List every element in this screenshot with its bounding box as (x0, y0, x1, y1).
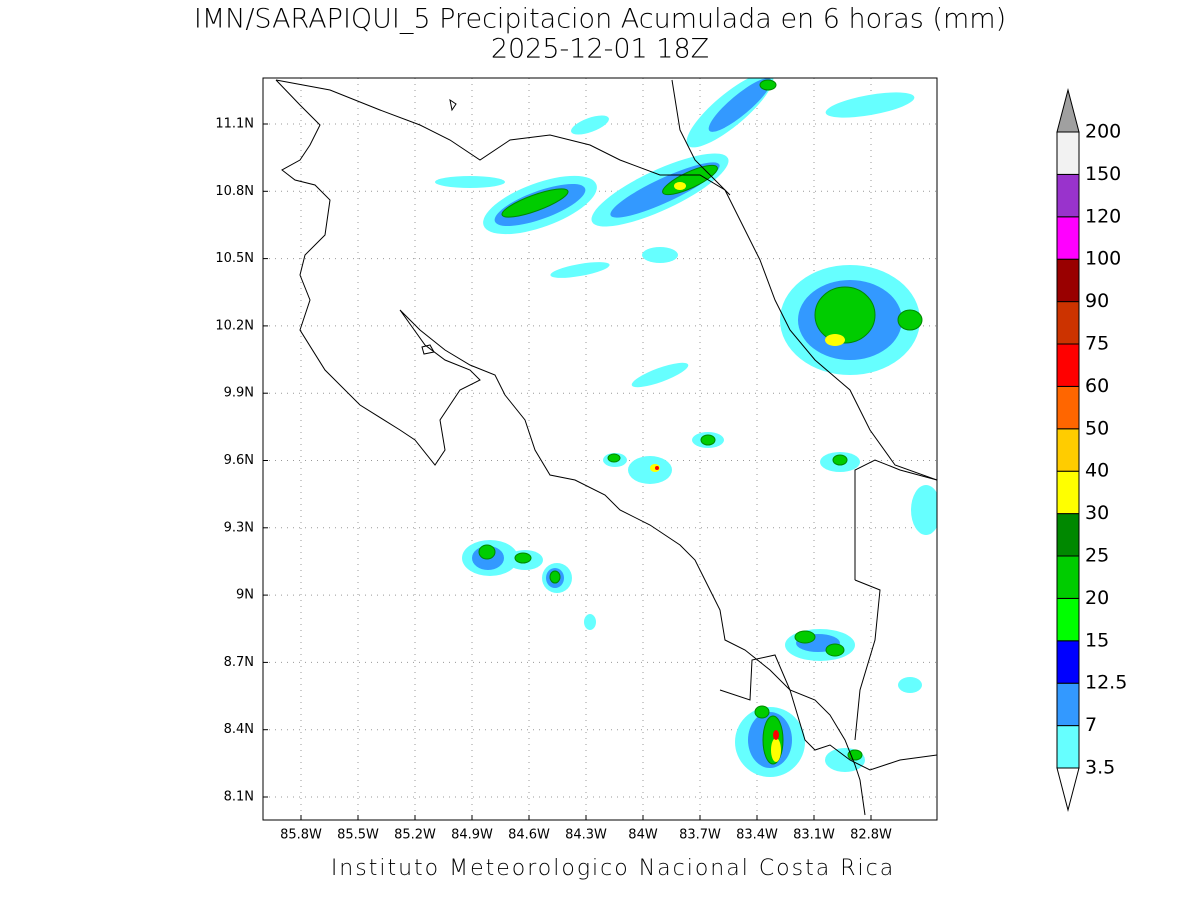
colorbar-label: 120 (1085, 205, 1121, 227)
lat-label: 9N (236, 588, 254, 603)
colorbar-label: 20 (1085, 587, 1109, 609)
lon-label: 83.1W (793, 828, 835, 843)
lon-label: 83.4W (736, 828, 778, 843)
colorbar-below (1056, 767, 1080, 812)
lon-label: 82.8W (850, 828, 892, 843)
coastlines (275, 79, 937, 816)
colorbar-label: 12.5 (1085, 672, 1127, 694)
colorbar-segment (1056, 173, 1080, 218)
lat-label: 8.7N (224, 655, 254, 670)
colorbar-label: 25 (1085, 545, 1109, 567)
colorbar-label: 100 (1085, 248, 1121, 270)
colorbar-label: 200 (1085, 121, 1121, 143)
colorbar-segment (1056, 682, 1080, 727)
colorbar-label: 60 (1085, 375, 1109, 397)
colorbar-segment (1056, 555, 1080, 599)
colorbar-segment (1056, 343, 1080, 387)
graticule (263, 78, 937, 820)
colorbar-segment (1056, 597, 1080, 642)
colorbar-label: 40 (1085, 460, 1109, 482)
colorbar-label: 30 (1085, 502, 1109, 524)
colorbar-label: 150 (1085, 163, 1121, 185)
colorbar-segment (1056, 131, 1080, 175)
colorbar-segment (1056, 216, 1080, 260)
colorbar-label: 75 (1085, 333, 1109, 355)
lat-label: 10.5N (215, 251, 254, 266)
lon-label: 85.5W (337, 828, 379, 843)
colorbar-segment (1056, 258, 1080, 303)
colorbar-label: 7 (1085, 714, 1097, 736)
colorbar-segment (1056, 301, 1080, 345)
colorbar-above (1056, 88, 1080, 133)
lat-label: 8.1N (224, 790, 254, 805)
colorbar-segment (1056, 428, 1080, 472)
colorbar-segment (1056, 640, 1080, 684)
footer: Instituto Meteorologico Nacional Costa R… (331, 856, 895, 881)
colorbar-label: 90 (1085, 290, 1109, 312)
lon-label: 84W (628, 828, 658, 843)
lon-label: 84.3W (565, 828, 607, 843)
lat-label: 9.3N (224, 520, 254, 535)
colorbar-segment (1056, 385, 1080, 430)
colorbar-label: 50 (1085, 417, 1109, 439)
colorbar-segment (1056, 513, 1080, 557)
precipitation-field (435, 78, 937, 777)
map-title: IMN/SARAPIQUI_5 Precipitacion Acumulada … (194, 4, 1006, 35)
lon-label: 83.7W (679, 828, 721, 843)
lat-label: 11.1N (215, 117, 254, 132)
colorbar-segment (1056, 725, 1080, 769)
lon-label: 84.9W (451, 828, 493, 843)
colorbar-segment (1056, 470, 1080, 515)
map-subtitle: 2025-12-01 18Z (491, 34, 709, 65)
lon-label: 84.6W (508, 828, 550, 843)
lat-label: 10.2N (215, 318, 254, 333)
colorbar: 3.5 7 12.5 15 20 25 30 40 50 60 75 90 100 120 150 200 (1056, 88, 1127, 812)
lon-label: 85.2W (394, 828, 436, 843)
lat-label: 9.9N (224, 386, 254, 401)
lat-label: 10.8N (215, 184, 254, 199)
lon-label: 85.8W (280, 828, 322, 843)
colorbar-label: 15 (1085, 629, 1109, 651)
lat-label: 9.6N (224, 453, 254, 468)
lat-label: 8.4N (224, 722, 254, 737)
colorbar-label: 3.5 (1085, 757, 1115, 779)
map-frame (262, 77, 938, 821)
